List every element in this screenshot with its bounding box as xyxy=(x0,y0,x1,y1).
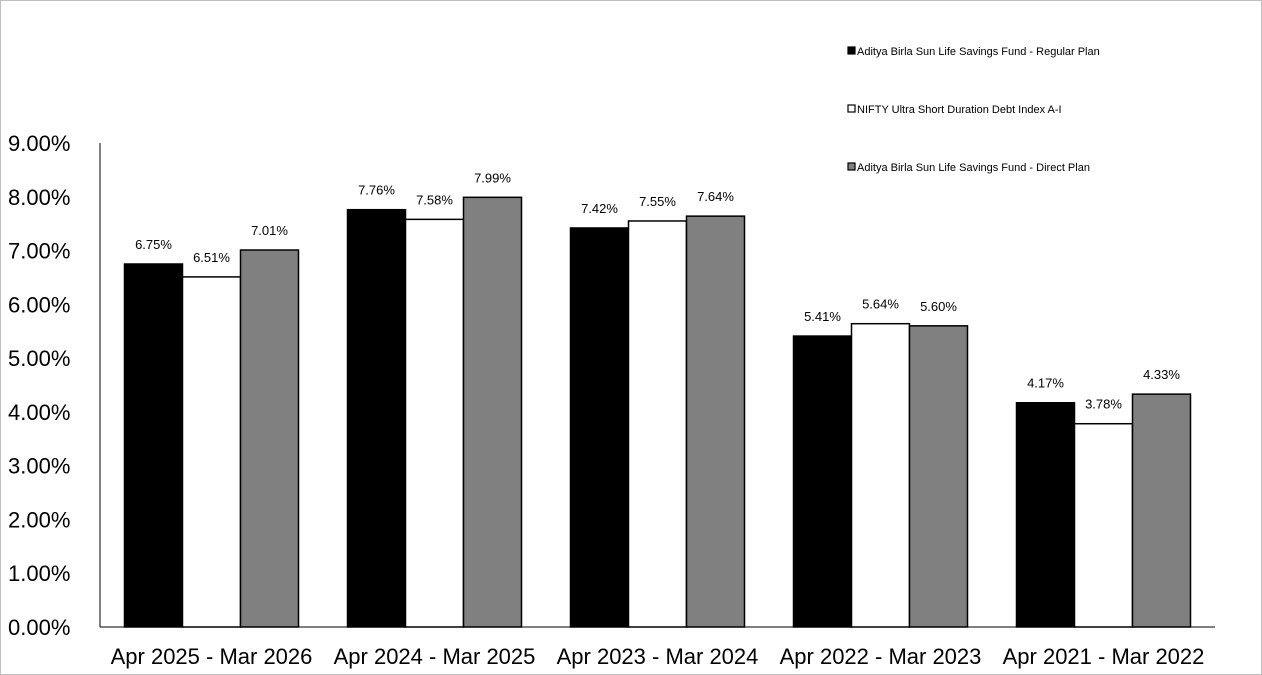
y-tick-label: 1.00% xyxy=(8,561,70,586)
bar xyxy=(627,220,688,628)
data-label: 4.17% xyxy=(1027,376,1064,391)
bars-group xyxy=(123,196,1192,628)
bar xyxy=(792,335,853,628)
data-label: 6.75% xyxy=(135,237,172,252)
y-tick-label: 4.00% xyxy=(8,400,70,425)
x-tick-label: Apr 2024 - Mar 2025 xyxy=(334,644,536,669)
y-tick-label: 8.00% xyxy=(8,185,70,210)
data-label: 7.99% xyxy=(474,170,511,185)
y-tick-label: 2.00% xyxy=(8,507,70,532)
legend-swatch xyxy=(847,104,856,113)
legend-entry: Aditya Birla Sun Life Savings Fund - Reg… xyxy=(857,46,1100,58)
data-label: 5.64% xyxy=(862,297,899,312)
bar xyxy=(569,227,630,628)
bar xyxy=(123,263,184,628)
data-label: 5.41% xyxy=(804,309,841,324)
bar xyxy=(181,276,242,628)
bar xyxy=(908,325,969,628)
x-tick-label: Apr 2025 - Mar 2026 xyxy=(111,644,313,669)
legend-swatch xyxy=(847,162,856,171)
bar xyxy=(685,215,746,628)
data-label: 7.42% xyxy=(581,201,618,216)
y-axis: 0.00% 1.00% 2.00% 3.00% 4.00% 5.00% 6.00% 7.00%… xyxy=(8,131,101,640)
data-label: 7.01% xyxy=(251,223,288,238)
y-tick-label: 3.00% xyxy=(8,454,70,479)
bar xyxy=(404,218,465,628)
x-axis: Apr 2025 - Mar 2026 Apr 2024 - Mar 2025 Ap… xyxy=(100,626,1215,669)
y-tick-label: 9.00% xyxy=(8,131,70,156)
data-label: 7.58% xyxy=(416,192,453,207)
legend-entry: NIFTY Ultra Short Duration Debt Index A-… xyxy=(857,104,1062,116)
y-tick-label: 0.00% xyxy=(8,615,70,640)
bar xyxy=(462,196,523,628)
bar xyxy=(1131,393,1192,628)
y-tick-label: 5.00% xyxy=(8,346,70,371)
data-label: 7.76% xyxy=(358,183,395,198)
y-tick-label: 6.00% xyxy=(8,292,70,317)
x-tick-label: Apr 2022 - Mar 2023 xyxy=(780,644,982,669)
bar xyxy=(239,249,300,628)
data-labels-group: 6.75% 7.76% 7.42% 5.41% 4.17% 6.51% 7.58% 7.55%… xyxy=(135,170,1180,411)
bar xyxy=(346,208,407,628)
data-label: 5.60% xyxy=(920,299,957,314)
data-label: 7.55% xyxy=(639,194,676,209)
data-label: 4.33% xyxy=(1143,367,1180,382)
data-label: 7.64% xyxy=(697,189,734,204)
bar xyxy=(850,322,911,628)
x-tick-label: Apr 2021 - Mar 2022 xyxy=(1003,644,1205,669)
data-label: 3.78% xyxy=(1085,397,1122,412)
bar xyxy=(1073,422,1134,628)
bar xyxy=(1015,401,1076,628)
data-label: 6.51% xyxy=(193,250,230,265)
y-tick-label: 7.00% xyxy=(8,239,70,264)
x-tick-label: Apr 2023 - Mar 2024 xyxy=(557,644,759,669)
legend-swatch xyxy=(847,46,856,55)
legend: Aditya Birla Sun Life Savings Fund - Reg… xyxy=(847,46,1100,174)
legend-entry: Aditya Birla Sun Life Savings Fund - Dir… xyxy=(857,162,1090,174)
